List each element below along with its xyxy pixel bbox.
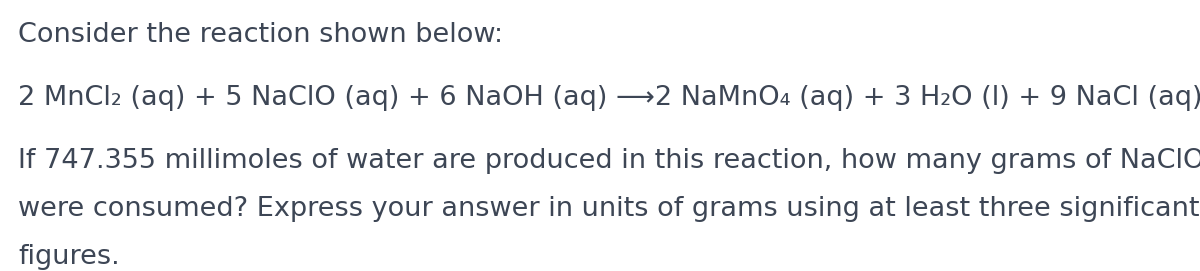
Text: If 747.355 millimoles of water are produced in this reaction, how many grams of : If 747.355 millimoles of water are produ… [18,148,1200,174]
Text: Consider the reaction shown below:: Consider the reaction shown below: [18,22,503,48]
Text: 2 MnCl₂ (aq) + 5 NaClO (aq) + 6 NaOH (aq) ⟶2 NaMnO₄ (aq) + 3 H₂O (l) + 9 NaCl (a: 2 MnCl₂ (aq) + 5 NaClO (aq) + 6 NaOH (aq… [18,85,1200,111]
Text: were consumed? Express your answer in units of grams using at least three signif: were consumed? Express your answer in un… [18,196,1200,222]
Text: figures.: figures. [18,244,120,270]
